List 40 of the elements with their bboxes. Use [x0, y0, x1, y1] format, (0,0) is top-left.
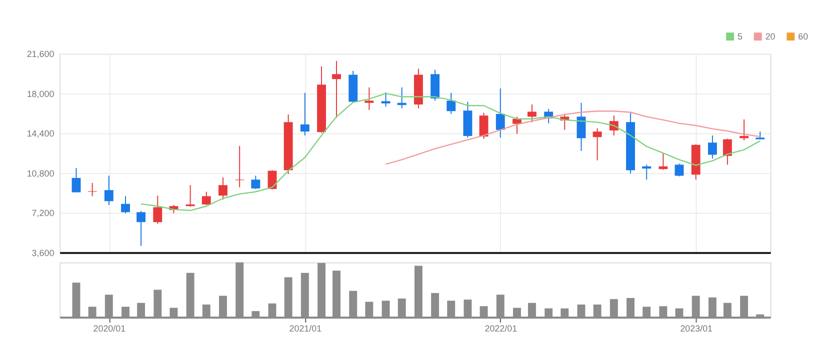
x-tick-label: 2020/01: [93, 324, 126, 334]
candlestick: [235, 145, 244, 188]
candlestick: [642, 164, 652, 180]
candlestick: [479, 112, 488, 140]
candlestick: [121, 196, 130, 214]
candlestick: [528, 104, 536, 123]
candlestick: [496, 88, 505, 138]
legend-label: 5: [738, 32, 743, 42]
x-tick-label: 2021/01: [289, 324, 322, 334]
candlestick: [446, 92, 456, 114]
candlestick: [72, 168, 81, 193]
candlestick: [136, 210, 146, 246]
candlestick: [708, 134, 717, 160]
candlestick: [251, 175, 260, 190]
candlestick: [658, 152, 668, 170]
y-tick-label: 3,600: [32, 248, 54, 258]
candlestick: [381, 92, 390, 108]
legend-label: 60: [798, 32, 808, 42]
candlestick: [674, 163, 684, 177]
candlestick: [397, 86, 406, 109]
y-tick-label: 18,000: [26, 88, 54, 99]
candlestick: [104, 175, 114, 206]
y-tick-label: 10,800: [26, 168, 54, 178]
candlestick: [88, 182, 97, 197]
candlestick: [364, 86, 374, 111]
y-tick-label: 21,600: [26, 49, 54, 60]
candlestick: [153, 195, 162, 224]
candlestick: [332, 60, 341, 118]
candlestick: [202, 191, 211, 206]
candlestick: [722, 138, 732, 166]
y-tick-label: 7,200: [32, 208, 54, 218]
candlestick: [592, 128, 602, 161]
candlestick: [186, 184, 195, 208]
y-tick-label: 14,400: [26, 128, 54, 139]
x-tick-label: 2023/01: [680, 324, 713, 334]
candlestick: [218, 176, 228, 200]
candlestick: [740, 118, 749, 141]
candlestick: [300, 92, 310, 136]
x-tick-label: 2022/01: [484, 324, 518, 334]
legend-label: 20: [765, 32, 776, 42]
